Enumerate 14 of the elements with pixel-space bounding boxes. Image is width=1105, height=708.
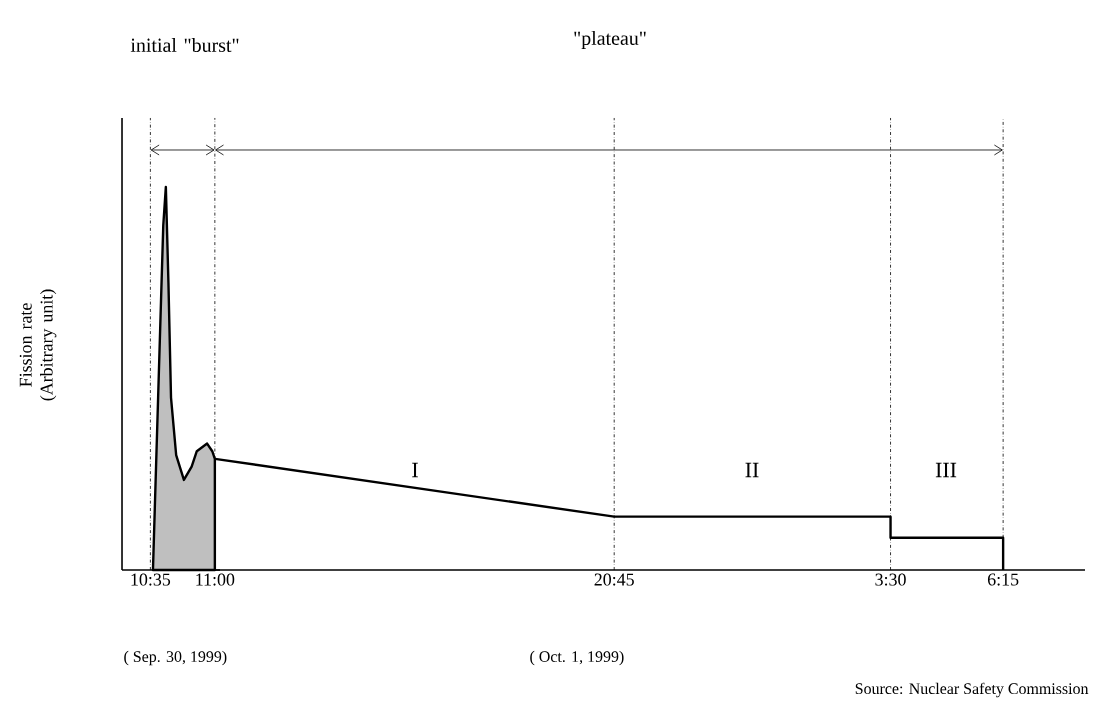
annotation: II: [745, 462, 759, 478]
x-tick-label: 20:45: [594, 573, 634, 586]
x-tick-label: 10:35: [131, 573, 171, 586]
x-tick-label: 6:15: [987, 573, 1019, 586]
y-axis-title: Fission rate (Arbitrary unit): [19, 289, 57, 401]
x-tick-label: 3:30: [875, 573, 906, 586]
x-tick-label: 11:00: [196, 573, 235, 586]
text: ( Oct. 1, 1999): [530, 650, 624, 666]
text: "plateau": [574, 30, 646, 50]
text: initial "burst": [130, 37, 239, 52]
text: ( Sep. 30, 1999): [124, 650, 227, 666]
source-note: Source: Nuclear Safety Commission: [855, 682, 1089, 698]
annotation: I: [412, 462, 418, 478]
annotation: III: [935, 462, 957, 478]
